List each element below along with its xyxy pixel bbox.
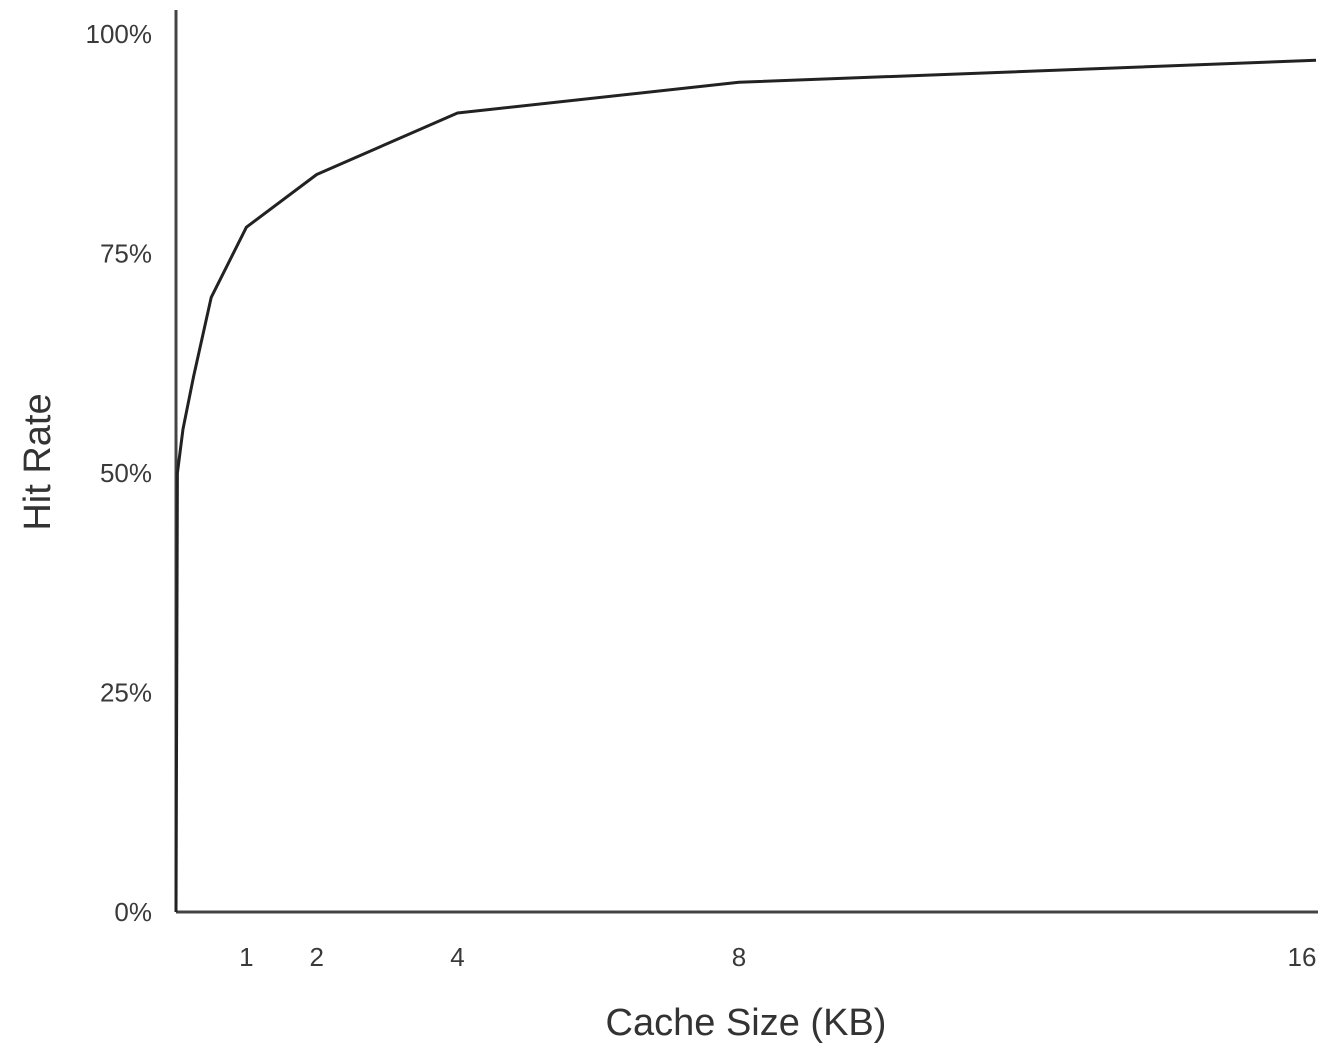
x-tick-label: 16 (1288, 942, 1317, 972)
x-tick-label: 1 (239, 942, 253, 972)
x-tick-label: 4 (450, 942, 464, 972)
x-axis-title: Cache Size (KB) (606, 1002, 887, 1044)
x-tick-label: 8 (732, 942, 746, 972)
x-tick-label: 2 (310, 942, 324, 972)
y-tick-label: 100% (86, 19, 153, 49)
x-tick-labels: 1 2 4 8 16 (239, 942, 1316, 972)
y-tick-label: 0% (114, 897, 152, 927)
y-tick-label: 75% (100, 239, 152, 269)
y-tick-label: 25% (100, 678, 152, 708)
y-tick-labels: 0% 25% 50% 75% 100% (86, 19, 153, 927)
y-axis-title: Hit Rate (17, 393, 59, 530)
plot-area: 0% 25% 50% 75% 100% 1 2 4 8 16 (86, 10, 1318, 972)
y-tick-label: 50% (100, 458, 152, 488)
series-line (174, 58, 1317, 913)
series-layer (174, 58, 1317, 913)
